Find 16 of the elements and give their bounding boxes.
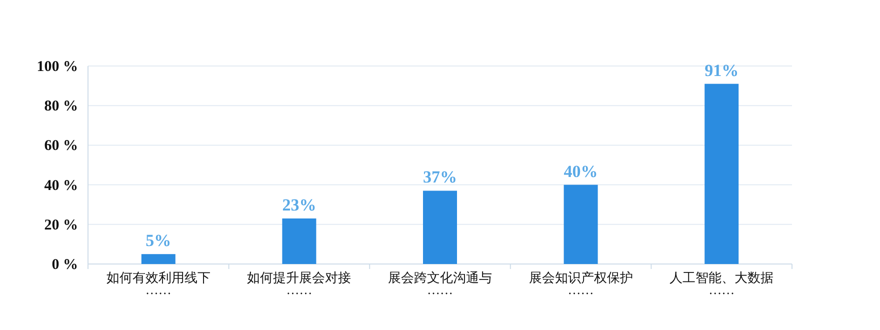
data-label: 37% (423, 168, 457, 187)
data-label: 5% (146, 231, 172, 250)
y-tick-label: 100 % (36, 59, 78, 75)
data-label: 91% (704, 60, 739, 80)
data-label: 23% (282, 195, 316, 214)
x-tick-label: 如何提升展会对接…… (247, 270, 352, 297)
data-label: 40% (564, 162, 598, 181)
y-tick-label: 20 % (44, 217, 78, 234)
y-tick-label: 40 % (44, 178, 78, 194)
y-tick-label: 80 % (44, 98, 78, 115)
x-tick-label: 人工智能、大数据…… (670, 270, 774, 297)
x-tick-label: 展会知识产权保护…… (528, 270, 633, 297)
x-tick-label: 展会跨文化沟通与…… (388, 270, 492, 297)
y-tick-label: 60 % (44, 138, 78, 154)
x-tick-label: 如何有效利用线下…… (106, 270, 210, 297)
y-tick-label: 0 % (52, 257, 78, 273)
